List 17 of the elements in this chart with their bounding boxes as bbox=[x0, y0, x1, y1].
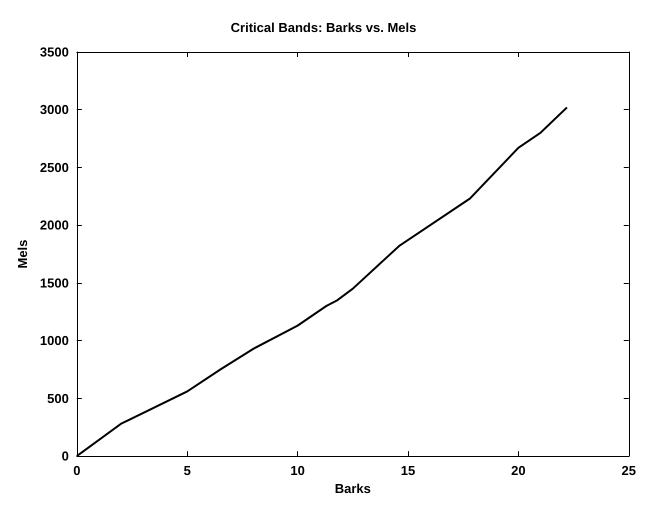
y-tick-label: 2000 bbox=[40, 218, 69, 233]
chart-title: Critical Bands: Barks vs. Mels bbox=[230, 20, 416, 35]
y-tick-label: 3500 bbox=[40, 44, 69, 60]
y-tick-label: 0 bbox=[62, 448, 69, 464]
y-tick-label: 1500 bbox=[40, 275, 69, 290]
y-tick-label: 2500 bbox=[40, 160, 69, 175]
x-tick-label: 5 bbox=[184, 463, 191, 478]
y-tick-label: 500 bbox=[47, 390, 69, 406]
y-tick-label: 3000 bbox=[40, 102, 69, 118]
x-tick-label: 10 bbox=[290, 463, 305, 478]
x-tick-label: 15 bbox=[400, 463, 416, 478]
y-tick-label: 1000 bbox=[40, 333, 69, 348]
x-axis-title: Barks bbox=[334, 481, 371, 496]
x-tick-label: 0 bbox=[73, 463, 80, 478]
x-tick-label: 20 bbox=[511, 463, 526, 478]
y-axis-title: Mels bbox=[15, 240, 30, 269]
x-tick-label: 25 bbox=[622, 463, 636, 478]
